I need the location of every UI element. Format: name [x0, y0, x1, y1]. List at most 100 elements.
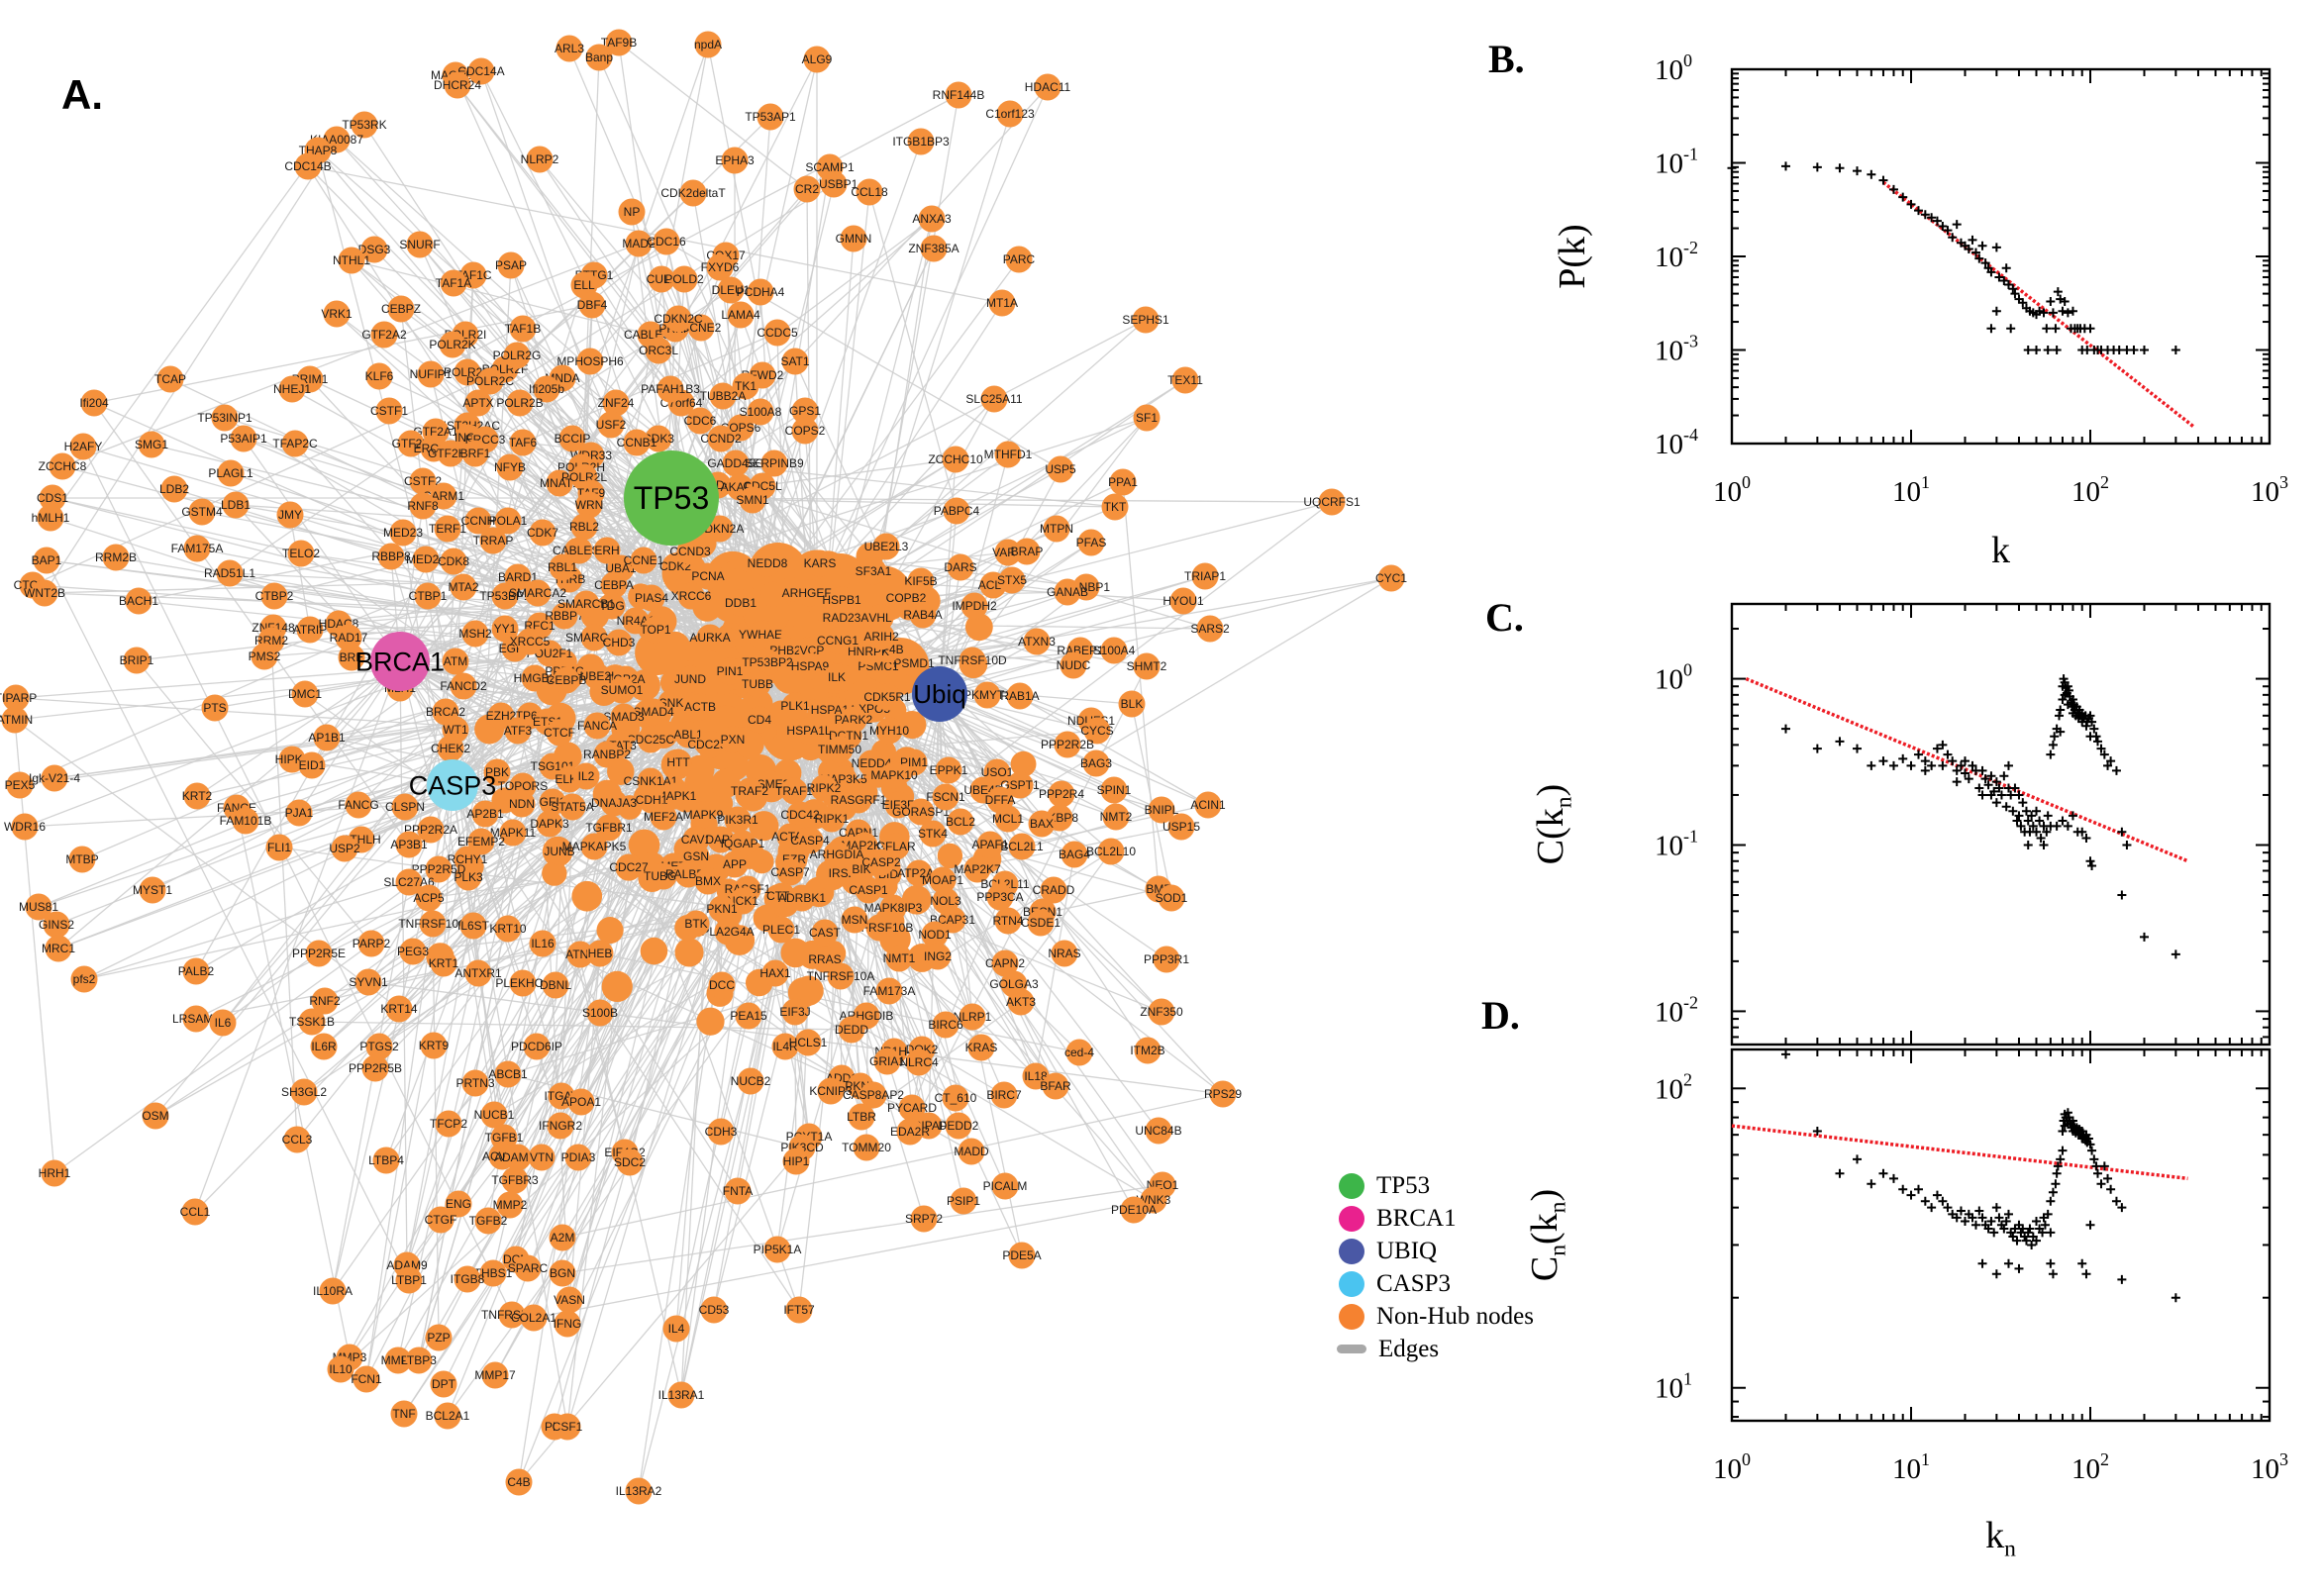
network-node-label: ZNF24	[598, 396, 635, 410]
network-node-label: PLK1	[780, 699, 810, 713]
network-node-label: PXN	[721, 733, 746, 747]
network-node: IL4	[662, 1315, 690, 1343]
neighborhood-connectivity-plot: 102 101 100 101 102 103 Cn​(kn​) kn​	[1524, 1047, 2288, 1561]
axis-tick-labels: 100 10-1 10-2 10-3 10-4 100 101 102 103	[1655, 50, 2288, 508]
network-node-label: KARS	[804, 556, 837, 570]
network-node-label: CTBP1	[409, 589, 448, 603]
network-node: GADD45G	[707, 449, 764, 477]
network-node: POLR2B	[496, 389, 544, 417]
network-node-label: FANCG	[338, 798, 378, 812]
network-node: GMNN	[836, 225, 871, 252]
network-node-label: CAPN2	[985, 956, 1025, 970]
network-node: CASP8AP2	[843, 1081, 904, 1109]
network-node: RNF144B	[933, 81, 984, 109]
network-node-label: NLRP2	[521, 152, 559, 166]
network-node-label: SMAD3	[603, 710, 645, 724]
network-node: LTBP3	[401, 1347, 437, 1374]
network-node-label: PABPC4	[934, 504, 980, 518]
network-node-label: GORASP1	[892, 805, 950, 819]
network-node: NUCB2	[731, 1067, 771, 1095]
network-node-label: DBF4	[577, 298, 608, 312]
network-node-label: APP	[723, 857, 747, 871]
network-node: CSF1	[553, 1413, 583, 1441]
network-node: CCNE1	[624, 547, 664, 574]
network-node-label: PIK3R1	[717, 813, 758, 827]
network-node-label: CDKN2C	[654, 312, 703, 326]
network-node: RBL2	[569, 513, 599, 541]
network-node-label: TRRAP	[473, 534, 514, 548]
network-node-label: GTF2A1	[413, 425, 458, 439]
network-node: EID1	[298, 751, 326, 779]
network-node-label: RTN4	[992, 914, 1023, 928]
network-node-label: MADD	[954, 1145, 989, 1158]
network-node-label: YY1	[494, 622, 517, 636]
network-node: IFNG	[554, 1310, 581, 1338]
network-node: NHEJ1	[273, 375, 311, 403]
network-node: DCC	[708, 971, 736, 999]
plot-frame	[1730, 67, 2272, 446]
network-node: VRK1	[321, 300, 353, 328]
network-node: FANCG	[338, 791, 379, 819]
network-node: CDK5R1	[863, 683, 911, 711]
network-node: ced-4	[1064, 1039, 1094, 1066]
network-node-label: LTBR	[847, 1110, 876, 1124]
network-node-label: TP53BP1	[479, 589, 531, 603]
network-node-label: CUL1	[647, 272, 677, 286]
network-node: RNF2	[309, 987, 341, 1015]
network-node: HRH1	[39, 1159, 71, 1187]
network-node: KRT14	[380, 995, 418, 1023]
network-node-label: DMC1	[288, 687, 322, 701]
axis-tick-label: 10-3	[1655, 332, 1698, 367]
network-node-label: ALG9	[802, 52, 833, 66]
network-node: C1orf123	[985, 100, 1035, 128]
network-node: SMAD4	[633, 698, 674, 726]
network-node-label: CAV1	[681, 833, 712, 847]
network-node-label: NLRC4	[899, 1055, 939, 1069]
network-node-label: PPP2R5D	[412, 862, 466, 876]
network-node: PPP3R1	[1144, 946, 1189, 973]
network-node-label: TRIAP1	[1184, 569, 1226, 583]
network-node-label: CD4	[748, 713, 771, 727]
network-node-label: YWHAE	[739, 628, 782, 642]
network-node-label: CCL1	[180, 1205, 211, 1219]
network-node-label: FANCD2	[440, 679, 487, 693]
network-node: NUCB1	[474, 1101, 515, 1129]
network-node-label: TNFRSF10C	[398, 917, 467, 931]
network-node: PSAP	[495, 251, 527, 279]
network-node: SMARCB1	[557, 590, 615, 618]
network-node-label: NP	[624, 205, 641, 219]
network-node: TRAF2	[731, 777, 768, 805]
network-node-label: CDK5R1	[863, 690, 911, 704]
network-node-label: RAD17	[330, 631, 368, 645]
network-node: TGFBR3	[491, 1166, 539, 1194]
network-node-label: EFEMP2	[457, 835, 505, 848]
network-node: CUL1	[647, 265, 677, 293]
network-node: HYOU1	[1162, 587, 1204, 615]
network-node: ATMIN	[0, 706, 33, 734]
network-node: XRCC6	[671, 582, 712, 610]
network-node: HSPA9	[791, 652, 830, 680]
network-node-label: RIPK2	[807, 781, 842, 795]
network-node: CSTF2	[404, 467, 442, 495]
network-node-label: SH3GL2	[281, 1085, 327, 1099]
network-node-label: USF2	[596, 418, 627, 432]
network-node-label: SPIN1	[1097, 783, 1132, 797]
network-node-label: PLEKHO1	[495, 976, 551, 990]
network-node-label: PPA1	[1108, 475, 1138, 489]
network-node-label: KLF6	[365, 369, 394, 383]
network-node: MADD	[954, 1138, 989, 1165]
network-node-label: SEPHS1	[1122, 313, 1169, 327]
network-node: BGN	[549, 1259, 576, 1287]
network-node-label: MT1A	[986, 296, 1018, 310]
network-node: BLK	[1118, 690, 1146, 718]
network-node: ALG9	[802, 46, 833, 73]
network-node-label: PARP2	[353, 937, 391, 950]
network-node-label: PDE10A	[1111, 1203, 1157, 1217]
network-node: PEA15	[730, 1002, 767, 1030]
network-node-label: HAX1	[759, 966, 791, 980]
network-node-label: S100B	[582, 1006, 618, 1020]
network-node: ZCCHC8	[39, 452, 87, 480]
network-node-label: BIRC6	[928, 1018, 963, 1032]
network-node-label: PSMD1	[893, 656, 935, 670]
network-node: CTBP1	[409, 582, 448, 610]
